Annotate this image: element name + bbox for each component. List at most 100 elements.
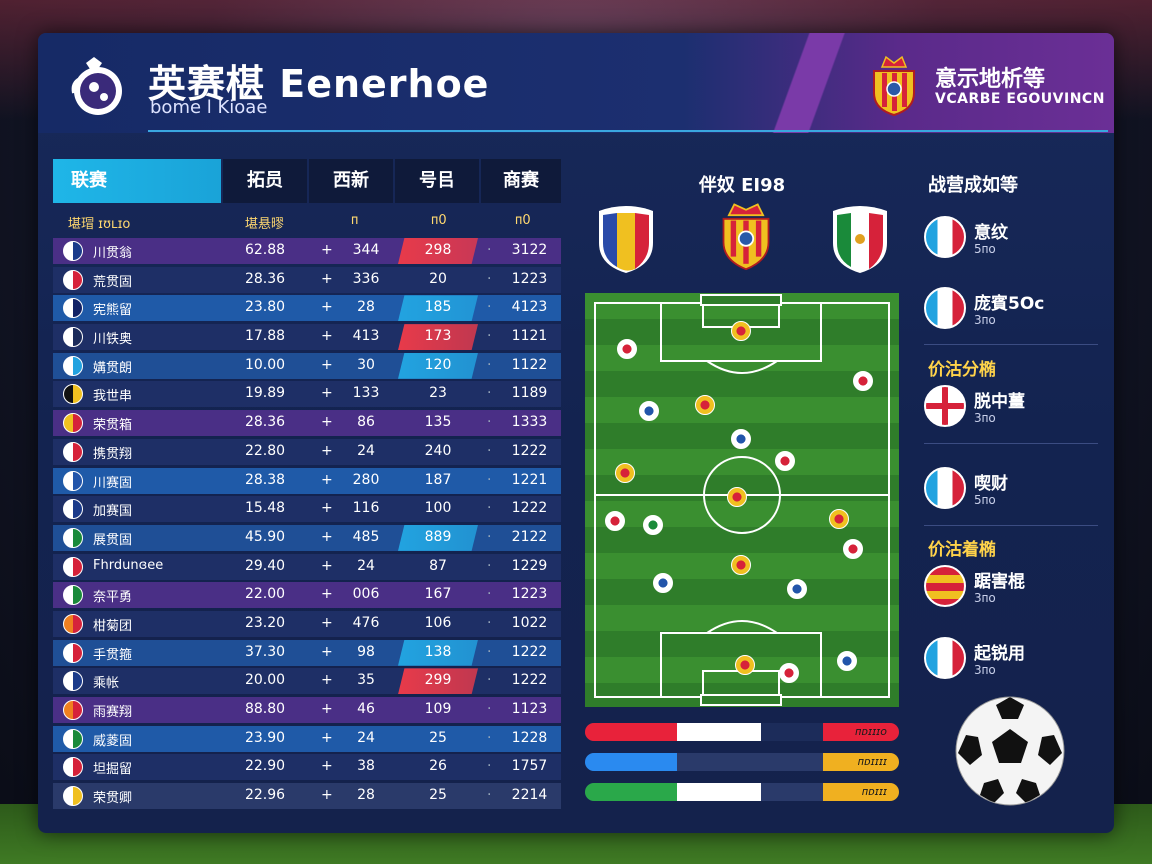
team-flag-icon	[63, 327, 83, 348]
table-row[interactable]: 威菱固 23.90 + 24 25 · 1228	[53, 725, 561, 752]
plus-icon: +	[321, 471, 333, 488]
player-token-icon[interactable]	[731, 429, 751, 449]
sidebar-item-3[interactable]: 喫财 5ᴨo	[924, 467, 1094, 527]
plus-icon: +	[321, 299, 333, 316]
stat-bar-label: ᴨᴅɪɪɪo	[855, 725, 887, 738]
team-shield-green-icon	[833, 206, 887, 273]
cell-value-4: 1222	[511, 442, 548, 459]
team-flag-icon	[63, 585, 83, 606]
plus-icon: +	[321, 270, 333, 287]
table-row[interactable]: 川赛固 28.38 + 280 187 · 1221	[53, 467, 561, 494]
table-row[interactable]: 荣贯箱 28.36 + 86 135 · 1333	[53, 410, 561, 437]
cell-value-2: 30	[357, 356, 375, 373]
table-row[interactable]: 坦掘留 22.90 + 38 26 · 1757	[53, 754, 561, 781]
dot-icon: ·	[487, 385, 492, 402]
table-row[interactable]: 川贯翁 62.88 + 344 298 · 3122	[53, 238, 561, 264]
dot-icon: ·	[487, 528, 492, 545]
team-flag-icon	[63, 757, 83, 778]
table-row[interactable]: 奈平勇 22.00 + 006 167 · 1223	[53, 582, 561, 609]
team-name: 柑菊团	[93, 618, 133, 634]
player-token-icon[interactable]	[643, 515, 663, 535]
dot-icon: ·	[487, 328, 492, 345]
dot-icon: ·	[487, 442, 492, 459]
table-row[interactable]: 加赛国 15.48 + 116 100 · 1222	[53, 496, 561, 523]
column-header-1[interactable]: 拓员	[223, 159, 307, 203]
player-token-icon[interactable]	[731, 321, 751, 341]
table-row[interactable]: 携贯翔 22.80 + 24 240 · 1222	[53, 438, 561, 465]
stat-bar-segment	[823, 723, 899, 741]
tab-league[interactable]: 联赛	[53, 159, 221, 203]
plus-icon: +	[321, 242, 333, 258]
player-token-icon[interactable]	[653, 573, 673, 593]
row-background	[53, 438, 561, 465]
table-row[interactable]: 川铁奥 17.88 + 413 173 · 1121	[53, 324, 561, 351]
player-token-icon[interactable]	[735, 655, 755, 675]
team-badge-icon	[924, 467, 966, 509]
sidebar-item-1[interactable]: 庞賓5Oc 3ᴨo	[924, 287, 1094, 347]
row-background	[53, 697, 561, 723]
table-row[interactable]: 手贯箍 37.30 + 98 138 · 1222	[53, 639, 561, 666]
player-token-icon[interactable]	[617, 339, 637, 359]
cell-value-3: 106	[424, 614, 452, 631]
sidebar-item-sub: 5ᴨo	[974, 242, 996, 256]
column-header-4[interactable]: 商赛	[481, 159, 561, 203]
sidebar-divider	[924, 525, 1098, 526]
table-row[interactable]: 我世串 19.89 + 133 23 · 1189	[53, 381, 561, 408]
highlight-cell	[398, 352, 478, 379]
table-row[interactable]: 荒贯固 28.36 + 336 20 · 1223	[53, 266, 561, 293]
cell-value-1: 28.38	[244, 471, 286, 488]
sidebar-item-5[interactable]: 起锐用 3ᴨo	[924, 637, 1094, 697]
dot-icon: ·	[487, 586, 492, 603]
player-token-icon[interactable]	[853, 371, 873, 391]
player-token-icon[interactable]	[843, 539, 863, 559]
table-row[interactable]: 荣贯卿 22.96 + 28 25 · 2214	[53, 783, 561, 810]
player-token-icon[interactable]	[695, 395, 715, 415]
player-token-icon[interactable]	[615, 463, 635, 483]
table-row[interactable]: 展贯固 45.90 + 485 889 · 2122	[53, 524, 561, 551]
table-row[interactable]: 媾贯朗 10.00 + 30 120 · 1122	[53, 352, 561, 379]
player-token-icon[interactable]	[605, 511, 625, 531]
player-token-icon[interactable]	[779, 663, 799, 683]
row-background	[53, 754, 561, 781]
column-header-3[interactable]: 号㠯	[395, 159, 479, 203]
cell-value-3: 87	[429, 557, 447, 574]
plus-icon: +	[321, 614, 333, 631]
sidebar-item-sub: 3ᴨo	[974, 411, 996, 425]
cell-value-3: 167	[424, 586, 452, 603]
plus-icon: +	[321, 787, 333, 804]
cell-value-4: 1222	[511, 500, 548, 517]
team-flag-icon	[63, 786, 83, 807]
cell-value-1: 22.90	[244, 758, 286, 775]
player-token-icon[interactable]	[731, 555, 751, 575]
cell-value-4: 1757	[511, 758, 548, 775]
player-token-icon[interactable]	[837, 651, 857, 671]
plus-icon: +	[321, 328, 333, 345]
sidebar-item-4[interactable]: 踞害棍 3ᴨo	[924, 565, 1094, 625]
subheader-0: 堪瑁 ɪʊʟɪo	[68, 217, 131, 232]
cell-value-3: 185	[424, 299, 452, 316]
dot-icon: ·	[487, 643, 492, 660]
table-row[interactable]: Fhrdunɞee 29.40 + 24 87 · 1229	[53, 553, 561, 580]
table-row[interactable]: 乘帐 20.00 + 35 299 · 1222	[53, 668, 561, 695]
team-name: Fhrdunɞee	[93, 557, 164, 573]
sidebar-item-name: 脱中薑	[974, 392, 1025, 412]
table-row[interactable]: 柑菊团 23.20 + 476 106 · 1022	[53, 610, 561, 637]
player-token-icon[interactable]	[727, 487, 747, 507]
player-token-icon[interactable]	[787, 579, 807, 599]
column-header-2[interactable]: 西新	[309, 159, 393, 203]
team-flag-icon	[63, 441, 83, 462]
subheader-4: ᴨ0	[515, 213, 531, 228]
sidebar-item-sub: 3ᴨo	[974, 313, 996, 327]
table-row[interactable]: 宪熊留 23.80 + 28 185 · 4123	[53, 295, 561, 322]
sidebar-item-2[interactable]: 脱中薑 3ᴨo	[924, 385, 1094, 445]
table-row[interactable]: 雨赛翔 88.80 + 46 109 · 1123	[53, 697, 561, 723]
england-flag-icon	[924, 385, 966, 427]
sidebar-item-0[interactable]: 意纹 5ᴨo	[924, 216, 1094, 276]
stat-bar-label: ᴨᴅɪɪɪ	[861, 785, 887, 798]
player-token-icon[interactable]	[639, 401, 659, 421]
plus-icon: +	[321, 414, 333, 431]
player-token-icon[interactable]	[829, 509, 849, 529]
team-name: 川铁奥	[93, 332, 133, 348]
cell-value-1: 22.00	[244, 586, 286, 603]
player-token-icon[interactable]	[775, 451, 795, 471]
